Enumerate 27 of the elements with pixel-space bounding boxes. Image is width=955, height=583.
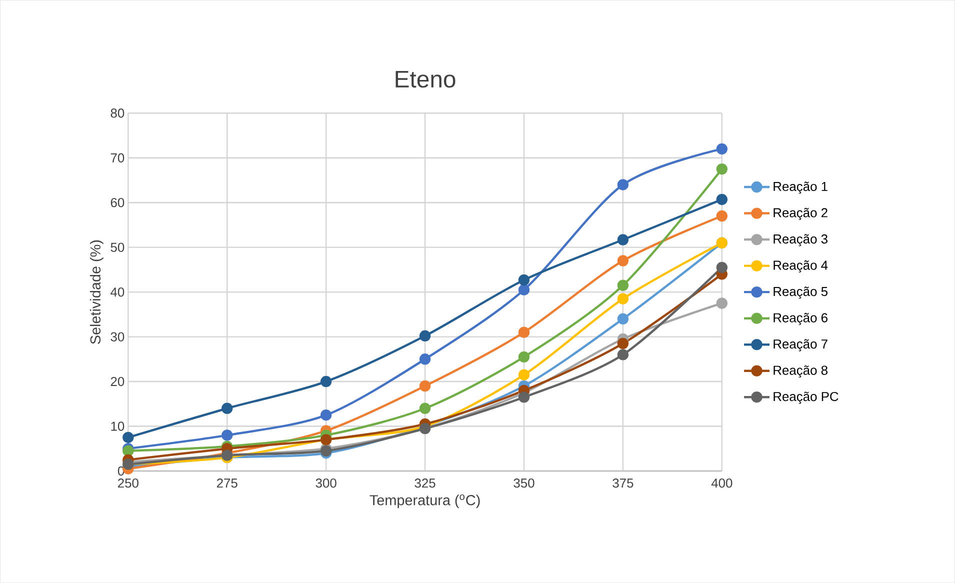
legend-label: Reação 1 [774,182,828,194]
x-tick-label: 300 [316,478,336,488]
x-tick-label: 325 [414,478,436,488]
y-tick-label: 70 [110,153,124,162]
y-tick-label: 50 [110,242,124,252]
y-tick-label: 30 [110,332,124,342]
x-tick-label: 275 [216,478,238,488]
legend-label: Reação PC [774,392,838,404]
y-tick-label: 10 [111,422,124,431]
y-tick-label: 80 [110,108,124,118]
y-tick-label: 60 [110,198,124,208]
y-tick-label: 40 [110,287,124,297]
legend-label: Reação 7 [774,339,828,352]
legend-label: Reação 3 [774,234,828,246]
x-tick-label: 400 [711,478,732,488]
legend-label: Reação 8 [774,365,828,378]
x-tick-label: 350 [514,478,534,488]
legend-label: Reação 5 [774,286,828,299]
x-axis-title: Temperatura ($^{o}$C) [370,494,480,508]
legend-label: Reação 2 [774,208,828,220]
x-tick-label: 250 [118,478,138,488]
legend-label: Reação 4 [774,260,828,272]
x-tick-label: 375 [612,478,634,488]
legend-label: Reação 6 [774,312,828,325]
chart-title: Eteno [396,70,456,88]
y-axis-title: Seletividade (%) [90,240,104,344]
y-tick-label: 20 [110,376,124,386]
